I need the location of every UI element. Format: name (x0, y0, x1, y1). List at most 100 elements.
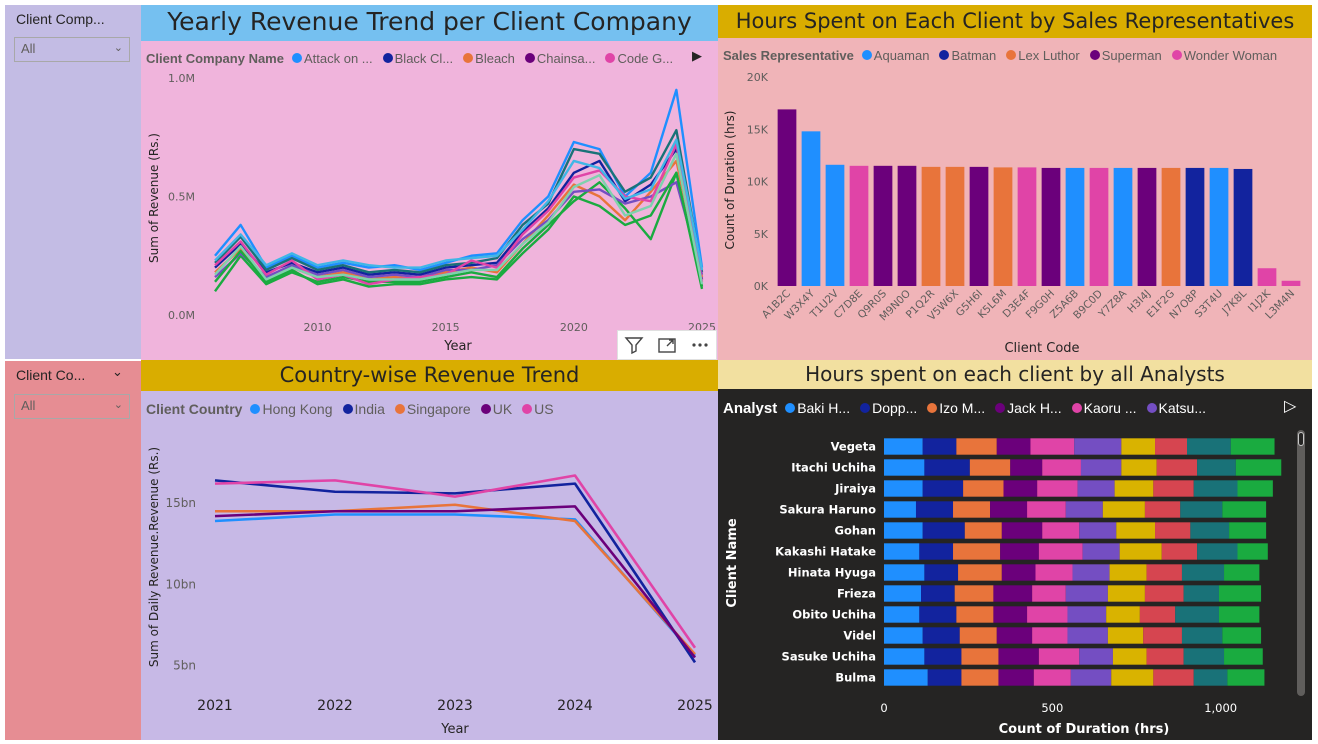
legend-item[interactable]: Wonder Woman (1171, 47, 1278, 63)
legend-item[interactable]: Chainsa... (524, 51, 595, 66)
country-chart-panel[interactable] (141, 360, 718, 740)
more-options-icon[interactable] (690, 335, 710, 355)
legend-dot (463, 53, 474, 63)
bar-segment (924, 648, 962, 665)
legend-item[interactable]: Lex Luthor (1006, 48, 1080, 63)
y-tick-label: Sakura Haruno (779, 503, 876, 517)
x-tick-label: 2025 (677, 698, 713, 714)
legend-item[interactable]: Singapore (394, 401, 471, 417)
slicer-label-country: Client Co... (16, 367, 86, 383)
legend-item[interactable]: Code G... (605, 51, 673, 66)
legend-item[interactable]: Aquaman (861, 48, 929, 63)
y-tick-label: 20K (747, 71, 769, 84)
slicer-panel-company (5, 5, 141, 359)
legend-item[interactable]: Bleach (463, 51, 515, 66)
bar (1161, 167, 1181, 286)
slicer-value-company: All (21, 41, 36, 56)
legend-item[interactable]: Hong Kong (250, 401, 333, 417)
y-tick-label: Jiraiya (834, 482, 876, 496)
bar-segment (884, 669, 928, 686)
series-line (214, 171, 704, 293)
bar-segment (1035, 564, 1073, 581)
legend-item[interactable]: Katsu... (1146, 400, 1206, 416)
bar-segment (1187, 438, 1231, 455)
country-chart-title: Country-wise Revenue Trend (141, 360, 718, 391)
play-arrow-icon[interactable]: ▷ (1284, 398, 1297, 415)
legend-dot (605, 53, 616, 63)
legend-item[interactable]: Superman (1089, 48, 1162, 63)
legend-item[interactable]: Jack H... (995, 400, 1062, 416)
sales-chart-title: Hours Spent on Each Client by Sales Repr… (718, 5, 1312, 38)
bar (1017, 167, 1037, 286)
legend-label: Wonder Woman (1183, 47, 1278, 63)
bar-segment (1106, 606, 1140, 623)
bar (1041, 167, 1061, 286)
bar-segment (1032, 627, 1068, 644)
y-tick-label: 1.0M (168, 72, 195, 85)
bar-segment (922, 522, 965, 539)
bar-segment (1222, 627, 1262, 644)
legend-item[interactable]: Izo M... (927, 400, 985, 416)
yearly-chart-panel[interactable] (141, 5, 718, 360)
filter-icon[interactable] (624, 335, 644, 355)
bar-segment (969, 459, 1011, 476)
series-line (214, 513, 696, 657)
bar-segment (1079, 522, 1117, 539)
y-tick-label: Obito Uchiha (792, 608, 876, 622)
bar-segment (1153, 480, 1194, 497)
bar-segment (996, 438, 1031, 455)
bar (1113, 167, 1133, 286)
y-tick-label: Frieza (837, 587, 876, 601)
slicer-panel-country (5, 361, 141, 740)
analyst-stacked-bar-chart[interactable]: Vegeta Itachi Uchiha Jiraiya Sakura Haruno G… (718, 420, 1298, 740)
slicer-dropdown-company[interactable]: All ⌄ (14, 37, 130, 62)
bar-segment (1235, 459, 1282, 476)
legend-item[interactable]: Dopp... (860, 400, 917, 416)
legend-item[interactable]: Kaoru ... (1071, 400, 1137, 416)
scrollbar[interactable] (1297, 430, 1305, 696)
legend-label: Singapore (406, 401, 471, 417)
bar-segment (1107, 627, 1144, 644)
focus-mode-icon[interactable] (657, 335, 677, 355)
bar-segment (1080, 459, 1122, 476)
bar (945, 166, 965, 286)
y-tick-label: 5bn (173, 659, 196, 673)
bar-segment (1197, 543, 1238, 560)
legend-item[interactable]: Black Cl... (382, 51, 453, 66)
y-axis-title: Sum of Revenue (Rs.) (147, 133, 161, 263)
scrollbar-thumb[interactable] (1298, 432, 1304, 446)
bar-segment (1067, 627, 1108, 644)
bar-segment (1230, 438, 1275, 455)
chevron-down-icon[interactable]: ⌄ (112, 364, 123, 379)
slicer-dropdown-country[interactable]: All ⌄ (14, 394, 130, 419)
legend-item[interactable]: India (342, 401, 385, 417)
bar-segment (961, 648, 999, 665)
bar-segment (953, 543, 1001, 560)
visual-toolbar (617, 330, 717, 360)
bar-segment (927, 669, 962, 686)
legend-item[interactable]: Batman (939, 48, 996, 63)
series-line (214, 474, 697, 649)
legend-item[interactable]: Baki H... (785, 400, 850, 416)
bar-segment (1190, 522, 1230, 539)
bar-segment (953, 501, 991, 518)
play-arrow-icon[interactable]: ▶ (692, 48, 702, 63)
legend-item[interactable]: Attack on ... (291, 51, 373, 66)
y-tick-label: Sasuke Uchiha (782, 650, 876, 664)
legend-item[interactable]: US (522, 401, 554, 417)
series-line (214, 152, 704, 285)
bar-segment (1146, 648, 1184, 665)
country-legend: Client Country Hong Kong India Singapore… (146, 399, 706, 419)
y-tick-label: Hinata Hyuga (788, 566, 876, 580)
country-line-chart[interactable]: 5bn 10bn 15bn 2021 2022 2023 2024 2025 Year Sum o… (141, 420, 718, 740)
bar-segment (993, 606, 1028, 623)
bar (1137, 167, 1157, 286)
bar-segment (1139, 606, 1176, 623)
bar-segment (1114, 480, 1154, 497)
bar-segment (884, 627, 923, 644)
bar-segment (884, 564, 925, 581)
y-tick-label: Bulma (835, 671, 876, 685)
legend-item[interactable]: UK (480, 401, 512, 417)
